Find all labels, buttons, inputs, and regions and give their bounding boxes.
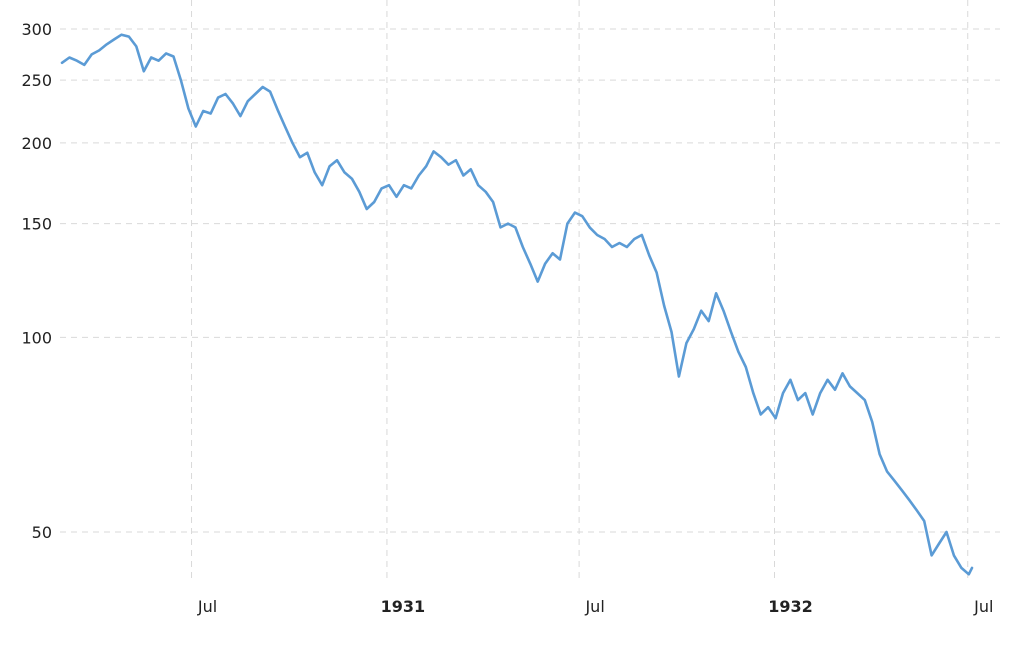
vertical-gridlines <box>191 0 969 580</box>
y-tick-label: 100 <box>21 328 52 347</box>
y-tick-label: 250 <box>21 71 52 90</box>
x-tick-label: 1932 <box>768 597 813 616</box>
x-tick-label: Jul <box>973 597 993 616</box>
y-tick-label: 200 <box>21 134 52 153</box>
y-tick-label: 50 <box>32 523 52 542</box>
y-axis-tick-labels: 300 250 200 150 100 50 <box>21 20 52 542</box>
horizontal-gridlines <box>60 28 1000 533</box>
y-tick-label: 150 <box>21 215 52 234</box>
y-tick-label: 300 <box>21 20 52 39</box>
x-tick-label: Jul <box>197 597 217 616</box>
x-tick-label: Jul <box>584 597 604 616</box>
series-line <box>60 33 974 576</box>
x-axis-tick-labels: Jul 1931 Jul 1932 Jul <box>197 597 994 616</box>
x-tick-label: 1931 <box>381 597 426 616</box>
